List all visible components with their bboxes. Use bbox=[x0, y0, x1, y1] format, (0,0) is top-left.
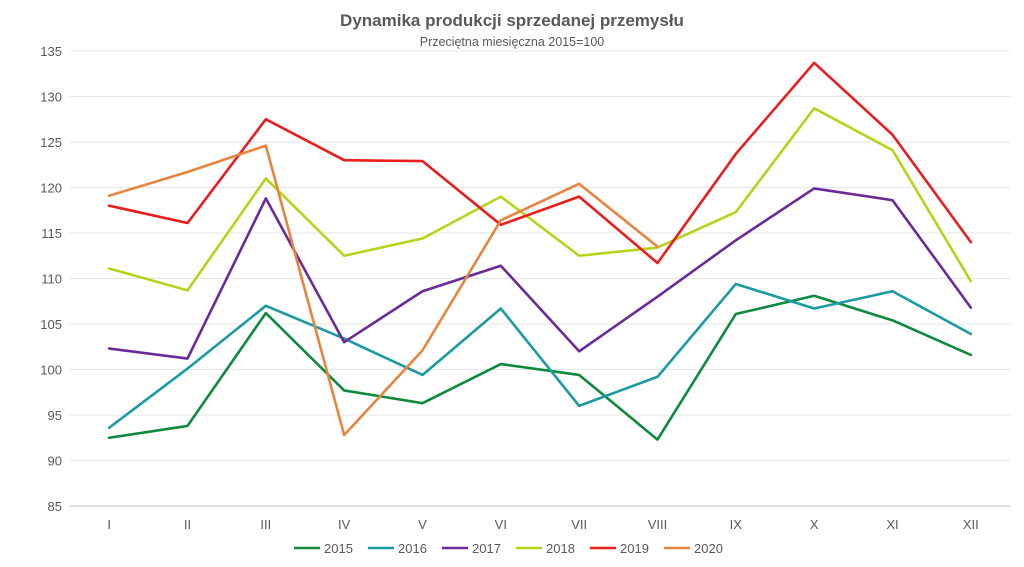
legend-item-2017: 2017 bbox=[442, 541, 501, 556]
x-tick-label: VIII bbox=[648, 517, 668, 532]
y-axis-ticks: 85 90 95 100 105 110 115 120 125 130 135 bbox=[40, 44, 62, 514]
series-line-2018 bbox=[107, 107, 973, 292]
x-tick-label: XI bbox=[886, 517, 898, 532]
legend-label: 2018 bbox=[546, 541, 575, 556]
legend-label: 2016 bbox=[398, 541, 427, 556]
chart-subtitle: Przeciętna miesięczna 2015=100 bbox=[420, 35, 605, 49]
x-tick-label: IV bbox=[338, 517, 351, 532]
y-tick-label: 85 bbox=[48, 499, 62, 514]
legend-label: 2020 bbox=[694, 541, 723, 556]
series-line-2016 bbox=[107, 282, 973, 430]
series-line-2019 bbox=[107, 61, 973, 265]
y-tick-label: 115 bbox=[41, 226, 62, 241]
chart-title: Dynamika produkcji sprzedanej przemysłu bbox=[340, 11, 684, 30]
series-line-2020 bbox=[107, 144, 659, 437]
series-lines bbox=[107, 61, 973, 441]
x-tick-label: XII bbox=[963, 517, 979, 532]
series-line-2015 bbox=[107, 294, 973, 441]
y-tick-label: 100 bbox=[40, 363, 62, 378]
x-tick-label: IX bbox=[730, 517, 743, 532]
series-line-2017 bbox=[107, 187, 973, 360]
y-tick-label: 90 bbox=[48, 454, 62, 469]
legend-item-2015: 2015 bbox=[294, 541, 353, 556]
legend: 2015 2016 2017 2018 2019 2020 bbox=[294, 541, 723, 556]
legend-item-2016: 2016 bbox=[368, 541, 427, 556]
legend-item-2019: 2019 bbox=[590, 541, 649, 556]
y-tick-label: 135 bbox=[40, 44, 62, 59]
x-tick-label: I bbox=[107, 517, 111, 532]
y-tick-label: 130 bbox=[40, 90, 62, 105]
x-tick-label: X bbox=[810, 517, 819, 532]
x-tick-label: III bbox=[260, 517, 271, 532]
legend-item-2020: 2020 bbox=[664, 541, 723, 556]
y-tick-label: 110 bbox=[41, 272, 62, 287]
gridlines bbox=[70, 50, 1010, 507]
x-tick-label: II bbox=[184, 517, 191, 532]
x-tick-label: V bbox=[418, 517, 427, 532]
y-tick-label: 120 bbox=[40, 181, 62, 196]
legend-item-2018: 2018 bbox=[516, 541, 575, 556]
x-tick-label: VI bbox=[495, 517, 507, 532]
y-tick-label: 95 bbox=[48, 408, 62, 423]
x-axis-ticks: I II III IV V VI VII VIII IX X XI XII bbox=[107, 517, 978, 532]
legend-label: 2017 bbox=[472, 541, 501, 556]
legend-label: 2019 bbox=[620, 541, 649, 556]
y-tick-label: 105 bbox=[40, 317, 62, 332]
legend-label: 2015 bbox=[324, 541, 353, 556]
x-tick-label: VII bbox=[571, 517, 587, 532]
y-tick-label: 125 bbox=[40, 135, 62, 150]
